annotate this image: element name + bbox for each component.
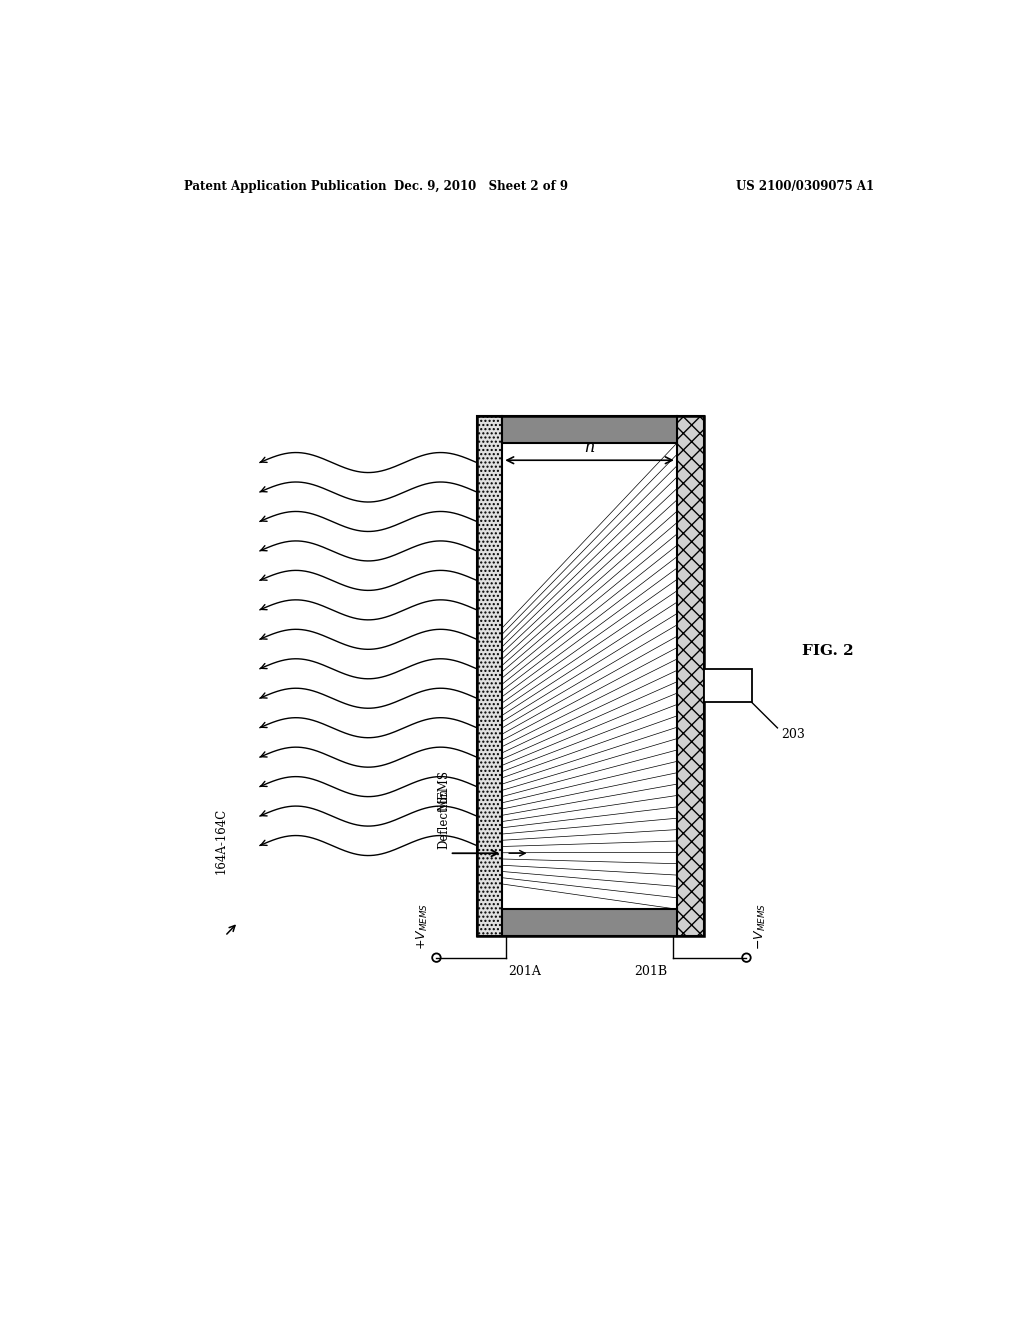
Text: 201A: 201A — [509, 965, 542, 978]
Bar — [503, 444, 677, 909]
Text: 164A-164C: 164A-164C — [214, 808, 227, 875]
Bar — [703, 669, 752, 702]
Bar — [477, 416, 703, 936]
Text: 203: 203 — [781, 727, 805, 741]
Text: MEMS: MEMS — [437, 770, 451, 810]
Text: 201B: 201B — [634, 965, 668, 978]
Text: $-V_{MEMS}$: $-V_{MEMS}$ — [753, 903, 768, 950]
Bar — [503, 909, 677, 936]
Text: US 2100/0309075 A1: US 2100/0309075 A1 — [736, 180, 874, 193]
Text: h: h — [584, 438, 595, 455]
Text: FIG. 2: FIG. 2 — [802, 644, 854, 659]
Bar — [477, 416, 503, 936]
Text: Patent Application Publication: Patent Application Publication — [183, 180, 386, 193]
Bar — [677, 416, 703, 936]
Text: Deflection: Deflection — [437, 788, 451, 849]
Bar — [503, 416, 677, 444]
Text: $+V_{MEMS}$: $+V_{MEMS}$ — [415, 903, 430, 950]
Text: Dec. 9, 2010   Sheet 2 of 9: Dec. 9, 2010 Sheet 2 of 9 — [393, 180, 567, 193]
